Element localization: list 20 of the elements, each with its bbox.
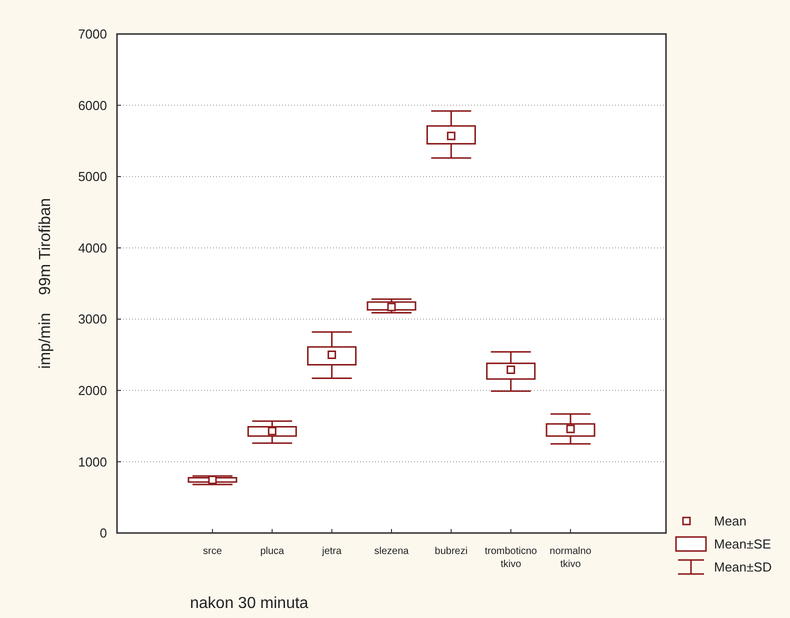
y-tick-label: 4000 (78, 240, 107, 256)
y-tick-label: 5000 (78, 169, 107, 184)
x-tick-label: normalno tkivo (550, 546, 592, 570)
y-tick-label: 7000 (78, 26, 107, 42)
text: Mean±SE (714, 536, 772, 552)
y-tick-label: 6000 (78, 98, 107, 113)
x-axis-title: nakon 30 minuta (190, 595, 308, 612)
text: Mean (714, 514, 747, 529)
x-tick-label: tromboticno tkivo (484, 546, 538, 570)
text: Mean±SD (714, 560, 772, 575)
x-tick-label: pluca (260, 546, 285, 557)
x-tick-label: srce (203, 546, 222, 557)
x-tick-label: slezena (374, 546, 410, 557)
y-tick-label: 3000 (78, 312, 107, 327)
y-tick-label: 0 (100, 526, 107, 541)
y-axis-title: imp/min 99m Tirofiban (37, 198, 54, 369)
x-tick-label: bubrezi (434, 546, 468, 557)
y-tick-label: 2000 (78, 382, 107, 398)
x-tick-label: jetra (321, 546, 342, 557)
y-tick-label: 1000 (78, 454, 107, 470)
